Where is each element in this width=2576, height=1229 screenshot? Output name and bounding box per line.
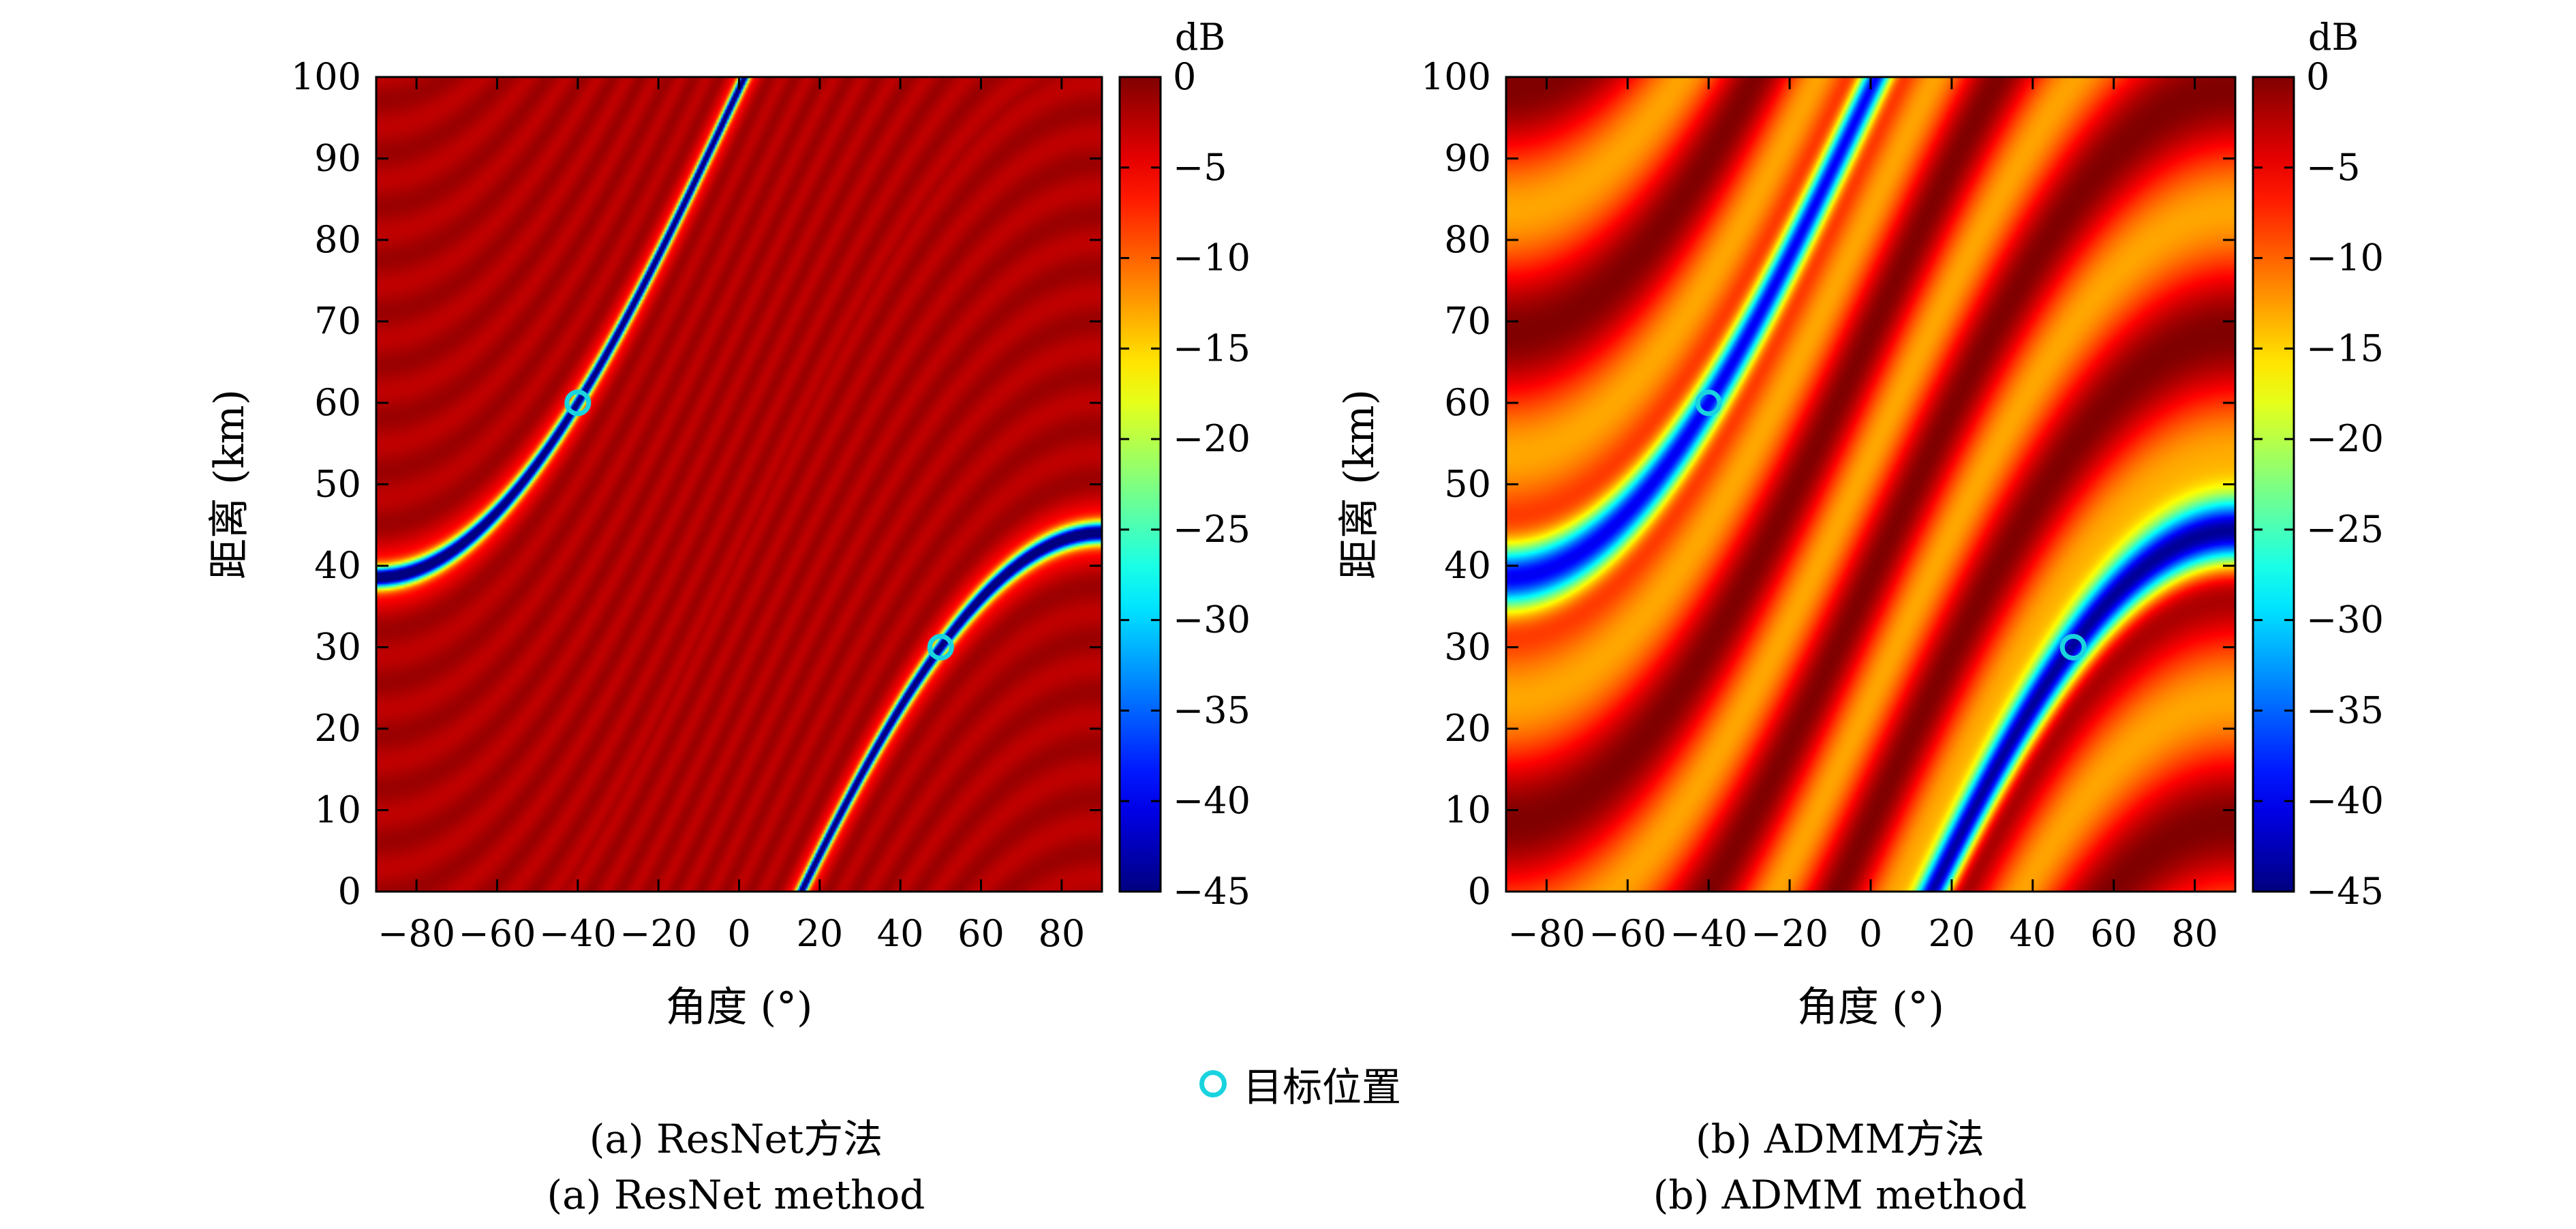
y-tick-label: 20: [1444, 707, 1491, 750]
y-tick-label: 70: [1444, 300, 1491, 343]
colorbar-tick-label: −45: [2306, 870, 2384, 913]
x-tick-label: −20: [619, 912, 697, 955]
x-tick-label: 80: [2171, 912, 2218, 955]
x-tick-label: −80: [378, 912, 455, 955]
x-tick-label: 0: [1859, 912, 1882, 955]
target-marker: [1695, 389, 1722, 416]
x-tick-label: −80: [1507, 912, 1585, 955]
x-tick-label: 20: [1929, 912, 1976, 955]
y-axis-label: 距离 (km): [206, 389, 254, 579]
x-tick-label: 80: [1038, 912, 1085, 955]
y-tick-label: 100: [1421, 55, 1491, 98]
y-tick-label: 50: [314, 463, 361, 506]
y-tick-label: 70: [314, 300, 361, 343]
colorbar-tick-label: −5: [1173, 146, 1227, 189]
y-tick-label: 10: [1444, 789, 1491, 832]
x-axis-label: 角度 (°): [1797, 984, 1944, 1031]
colorbar-tick-label: −15: [2306, 327, 2384, 369]
x-tick-label: −40: [1670, 912, 1747, 955]
x-tick-label: 60: [2090, 912, 2137, 955]
caption-admm-zh: (b) ADMM方法: [1696, 1116, 1984, 1162]
y-tick-label: 80: [1444, 218, 1491, 261]
colorbar-tick-label: −15: [1173, 327, 1251, 369]
y-tick-label: 100: [291, 55, 361, 98]
x-axis-label: 角度 (°): [666, 984, 813, 1031]
colorbar-tick-label: 0: [1173, 55, 1196, 98]
y-tick-label: 20: [314, 707, 361, 750]
y-tick-label: 80: [314, 218, 361, 261]
colorbar-unit: dB: [2308, 16, 2359, 59]
caption-resnet: (a) ResNet方法 (a) ResNet method: [327, 1111, 1145, 1223]
colorbar-tick-label: −20: [1173, 417, 1251, 460]
caption-admm-en: (b) ADMM method: [1653, 1172, 2027, 1218]
colorbar-tick-label: −35: [2306, 688, 2384, 731]
colorbar-tick-label: −35: [1173, 688, 1251, 731]
x-tick-label: 60: [957, 912, 1005, 955]
colorbar-tick-label: −20: [2306, 417, 2384, 460]
x-tick-label: 20: [796, 912, 843, 955]
colorbar-tick-label: −40: [2306, 779, 2384, 822]
x-tick-label: −20: [1751, 912, 1828, 955]
colorbar-tick-label: −25: [1173, 508, 1251, 551]
y-axis-label: 距离 (km): [1336, 389, 1383, 579]
target-marker: [927, 634, 954, 661]
caption-resnet-en: (a) ResNet method: [547, 1172, 925, 1218]
y-tick-label: 40: [1444, 544, 1491, 587]
y-tick-label: 60: [314, 381, 361, 424]
colorbar-tick-label: −30: [2306, 598, 2384, 641]
y-tick-label: 50: [1444, 463, 1491, 506]
y-tick-label: 0: [338, 870, 361, 913]
colorbar-unit: dB: [1175, 16, 1225, 59]
chart-panel-admm: −80 −60 −40 −20 0 20 40 60 800102030405060708090…: [1336, 16, 2384, 1031]
y-tick-label: 10: [314, 789, 361, 832]
colorbar-tick-label: 0: [2306, 55, 2329, 98]
y-tick-label: 30: [314, 626, 361, 669]
x-tick-label: 40: [2009, 912, 2056, 955]
y-tick-label: 90: [1444, 137, 1491, 180]
colorbar-tick-label: −10: [1173, 237, 1251, 279]
y-tick-label: 0: [1468, 870, 1491, 913]
y-tick-label: 30: [1444, 626, 1491, 669]
colorbar-tick-label: −25: [2306, 508, 2384, 551]
x-tick-label: −60: [1589, 912, 1666, 955]
heatmap-admm: [1506, 77, 2235, 892]
colorbar-tick-label: −45: [1173, 870, 1251, 913]
colorbar-tick-label: −5: [2306, 146, 2361, 189]
y-tick-label: 90: [314, 137, 361, 180]
colorbar-tick-label: −10: [2306, 237, 2384, 279]
caption-admm: (b) ADMM方法 (b) ADMM method: [1431, 1111, 2249, 1223]
x-tick-label: 40: [877, 912, 924, 955]
colorbar: [2252, 76, 2295, 893]
chart-panel-resnet: −80 −60 −40 −20 0 20 40 60 800102030405060708090…: [206, 16, 1251, 1031]
x-tick-label: −60: [459, 912, 536, 955]
caption-resnet-zh: (a) ResNet方法: [589, 1116, 883, 1162]
legend: 目标位置: [1199, 1063, 1401, 1110]
colorbar-tick-label: −40: [1173, 779, 1251, 822]
y-tick-label: 60: [1444, 381, 1491, 424]
colorbar-tick-label: −30: [1173, 598, 1251, 641]
target-marker: [564, 389, 592, 416]
heatmap-resnet: [376, 77, 1102, 892]
x-tick-label: 0: [727, 912, 750, 955]
y-tick-label: 40: [314, 544, 361, 587]
x-tick-label: −40: [539, 912, 617, 955]
legend-label: 目标位置: [1243, 1064, 1402, 1110]
target-marker: [2059, 634, 2087, 661]
colorbar: [1118, 76, 1162, 893]
legend-target-marker-icon: [1199, 1070, 1227, 1097]
